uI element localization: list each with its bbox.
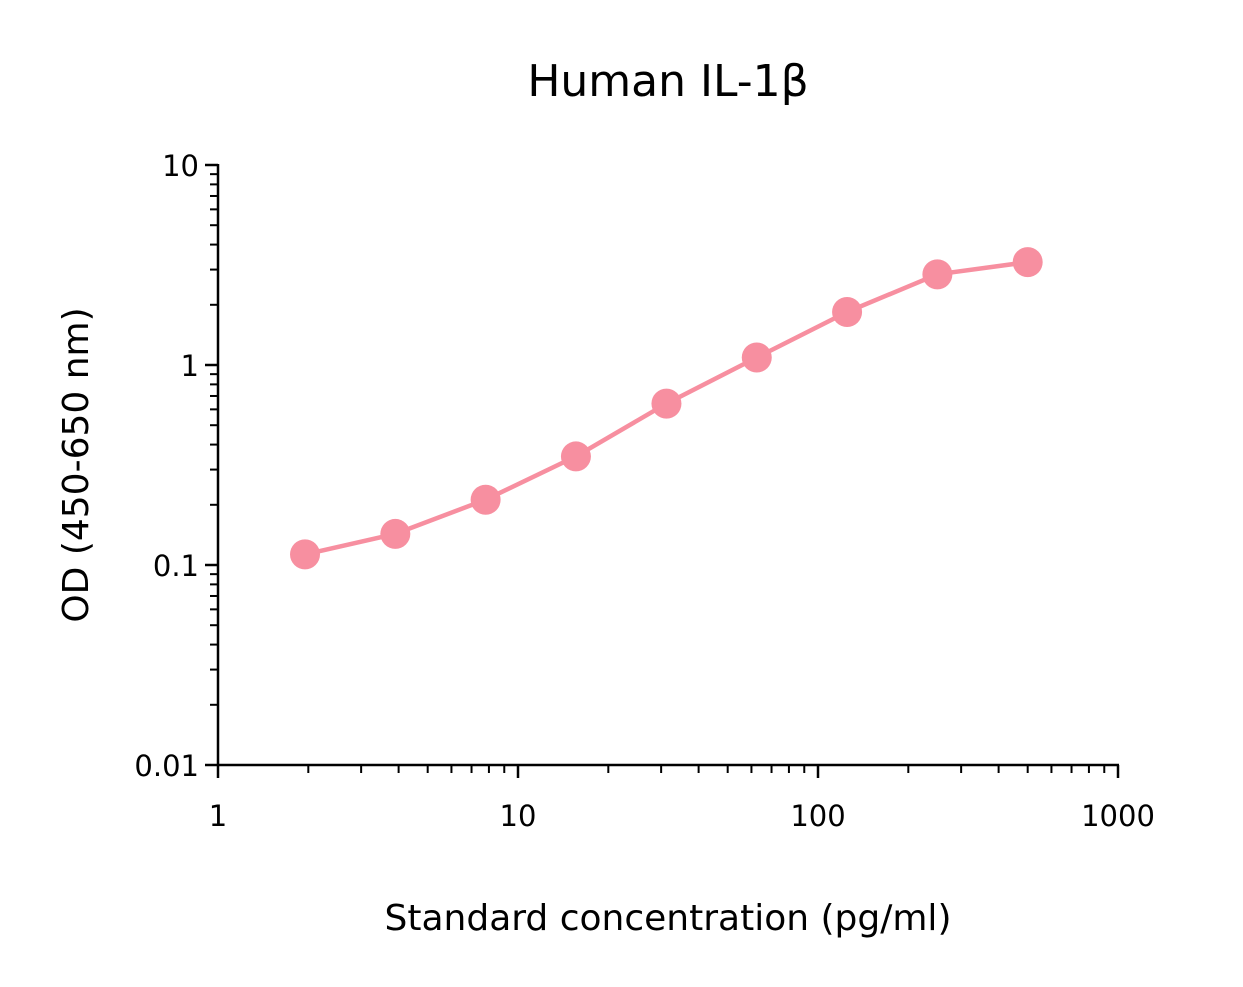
data-point xyxy=(651,388,682,419)
ticks xyxy=(205,163,1120,778)
tick-labels: 1 10 100 1000 0.01 0.1 1 10 xyxy=(134,149,1154,833)
y-axis-label: OD (450-650 nm) xyxy=(56,307,97,622)
series xyxy=(290,247,1043,570)
axes xyxy=(216,164,1119,767)
y-tick-label: 1 xyxy=(181,349,199,383)
x-tick-label: 100 xyxy=(790,799,845,833)
data-point xyxy=(832,297,863,328)
x-tick-label: 1000 xyxy=(1081,799,1155,833)
data-point xyxy=(741,342,772,373)
y-tick-label: 10 xyxy=(162,149,199,183)
chart-title: Human IL-1β xyxy=(527,56,808,107)
x-axis-label: Standard concentration (pg/ml) xyxy=(385,898,952,939)
data-point xyxy=(560,441,591,472)
x-tick-label: 1 xyxy=(209,799,227,833)
data-point xyxy=(470,484,501,515)
data-point xyxy=(290,539,321,570)
y-tick-label: 0.1 xyxy=(153,549,199,583)
x-tick-label: 10 xyxy=(500,799,537,833)
data-point xyxy=(922,259,953,290)
y-tick-label: 0.01 xyxy=(134,749,199,783)
data-point xyxy=(1012,247,1043,278)
data-point xyxy=(380,518,411,549)
